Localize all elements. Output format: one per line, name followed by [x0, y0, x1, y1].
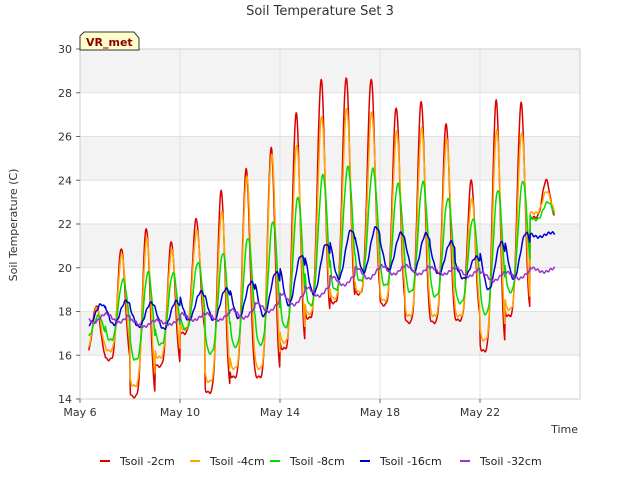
- x-axis-ticks: May 6 May 10 May 14 May 18 May 22: [63, 399, 500, 419]
- series-line-tsoil-8cm: [88, 165, 556, 361]
- legend-label-tsoil-2cm: Tsoil -2cm: [119, 455, 175, 468]
- y-tick-label: 14: [58, 393, 72, 406]
- y-tick-label: 30: [58, 43, 72, 56]
- y-tick-label: 18: [58, 306, 72, 319]
- y-tick-label: 26: [58, 131, 72, 144]
- x-tick-label: May 14: [260, 406, 300, 419]
- x-tick-label: May 10: [160, 406, 200, 419]
- legend-label-tsoil-4cm: Tsoil -4cm: [209, 455, 265, 468]
- legend-label-tsoil-8cm: Tsoil -8cm: [289, 455, 345, 468]
- badge-shape: [79, 31, 140, 51]
- x-tick-label: May 22: [460, 406, 500, 419]
- y-axis-label: Soil Temperature (C): [7, 169, 20, 282]
- legend-label-tsoil-32cm: Tsoil -32cm: [479, 455, 542, 468]
- station-badge: VR_met: [79, 31, 140, 51]
- x-tick-label: May 6: [63, 406, 96, 419]
- series-line-tsoil-16cm: [88, 225, 556, 330]
- plot-band: [80, 180, 580, 224]
- plot-band: [80, 355, 580, 399]
- series-lines: [88, 77, 556, 399]
- y-axis-ticks: 14 16 18 20 22 24 26 28 30: [58, 43, 80, 406]
- y-tick-label: 16: [58, 349, 72, 362]
- plot-band: [80, 136, 580, 181]
- legend: Tsoil -2cm Tsoil -4cm Tsoil -8cm Tsoil -16c…: [100, 455, 542, 468]
- y-tick-label: 20: [58, 262, 72, 275]
- y-tick-label: 28: [58, 87, 72, 100]
- badge-label: VR_met: [86, 36, 133, 49]
- x-tick-label: May 18: [360, 406, 400, 419]
- x-axis-label: Time: [550, 423, 578, 436]
- y-tick-label: 24: [58, 174, 72, 187]
- plot-band: [80, 92, 580, 137]
- series-line-tsoil-32cm: [88, 263, 556, 329]
- plot-band: [80, 49, 580, 93]
- y-tick-label: 22: [58, 218, 72, 231]
- chart-title: Soil Temperature Set 3: [246, 4, 394, 19]
- legend-label-tsoil-16cm: Tsoil -16cm: [379, 455, 442, 468]
